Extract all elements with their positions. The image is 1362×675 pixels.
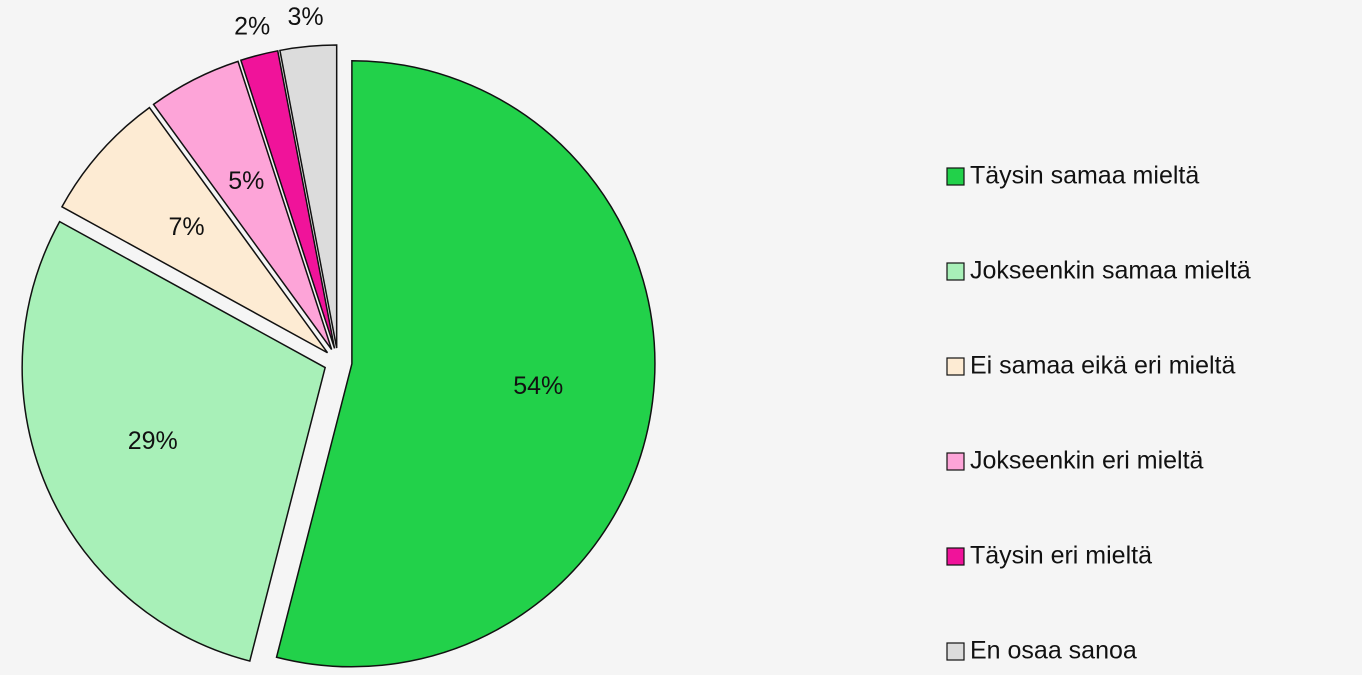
legend-label: En osaa sanoa [970,637,1137,665]
legend-swatch [946,547,965,566]
legend-label: Täysin eri mieltä [970,542,1152,570]
data-label: 5% [228,167,264,195]
legend-swatch [946,357,965,376]
legend-swatch [946,262,965,281]
legend-label: Jokseenkin samaa mieltä [970,257,1251,285]
data-label: 29% [128,427,178,455]
data-label: 2% [234,12,270,40]
pie-slice [239,49,336,349]
pie-slice [152,60,333,350]
data-label: 54% [513,372,563,400]
legend-label: Ei samaa eikä eri mieltä [970,352,1235,380]
legend-label: Täysin samaa mieltä [970,162,1199,190]
legend-swatch [946,452,965,471]
data-label: 7% [169,213,205,241]
legend-swatch [946,642,965,661]
pie-slice [60,106,329,354]
pie-slice [21,220,327,662]
data-label: 3% [287,3,323,31]
legend-swatch [946,167,965,186]
legend-label: Jokseenkin eri mieltä [970,447,1204,475]
pie-slice [275,60,656,668]
pie-slice [279,44,338,349]
